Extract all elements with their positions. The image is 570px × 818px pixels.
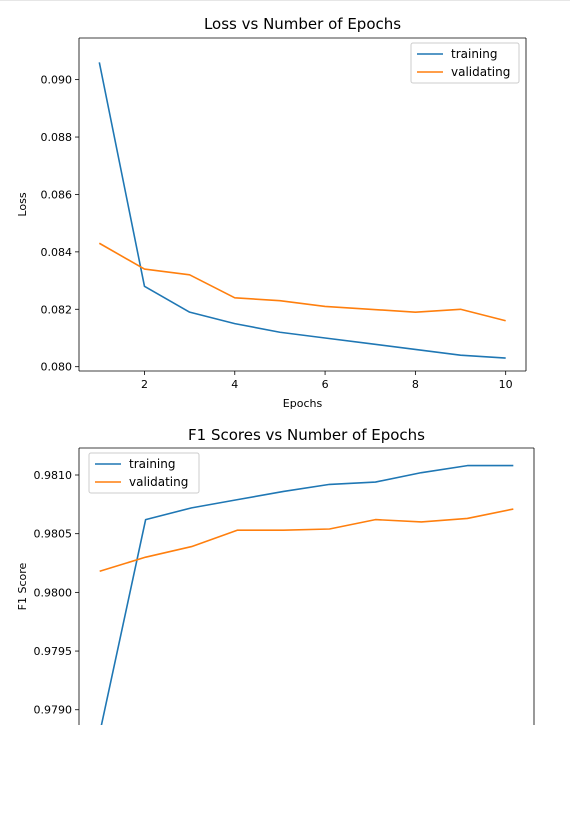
series-line-training: [100, 464, 514, 725]
y-tick-label: 0.9800: [34, 586, 73, 599]
y-tick-label: 0.9810: [34, 469, 73, 482]
legend-label-validating: validating: [451, 65, 510, 79]
chart-2: F1 Scores vs Number of Epochs F1 Score 0.9…: [16, 426, 535, 725]
x-tick-label: 2: [141, 378, 148, 391]
legend-label-training: training: [129, 457, 176, 471]
y-tick-label: 0.090: [41, 74, 73, 87]
y-tick-label: 0.9795: [34, 645, 73, 658]
x-tick-label: 4: [231, 378, 238, 391]
x-tick-label: 10: [499, 378, 513, 391]
y-axis-label: Loss: [16, 192, 29, 216]
chart-1: Loss vs Number of Epochs Epochs Loss 0.080 0…: [16, 15, 527, 410]
legend-label-validating: validating: [129, 475, 188, 489]
y-tick-label: 0.9805: [34, 528, 73, 541]
y-tick-label: 0.080: [41, 361, 73, 374]
series-line-validating: [98, 242, 506, 322]
series-line-training: [98, 62, 506, 359]
legend-box: [88, 452, 200, 494]
legend: training validating: [410, 42, 520, 84]
legend: training validating: [88, 452, 200, 494]
chart-title: F1 Scores vs Number of Epochs: [188, 426, 425, 444]
legend-box: [410, 42, 520, 84]
x-tick-label: 8: [412, 378, 419, 391]
legend-label-training: training: [451, 47, 498, 61]
x-tick-label: 6: [322, 378, 329, 391]
page-top-divider: [0, 0, 570, 1]
y-tick-label: 0.084: [41, 246, 73, 259]
y-tick-label: 0.9790: [34, 704, 73, 717]
y-tick-label: 0.082: [41, 303, 73, 316]
series-line-validating: [99, 508, 514, 573]
y-tick-label: 0.088: [41, 131, 73, 144]
x-axis-label: Epochs: [283, 397, 323, 410]
y-axis-label: F1 Score: [16, 562, 29, 610]
y-tick-label: 0.086: [41, 188, 73, 201]
chart-title: Loss vs Number of Epochs: [204, 15, 401, 33]
